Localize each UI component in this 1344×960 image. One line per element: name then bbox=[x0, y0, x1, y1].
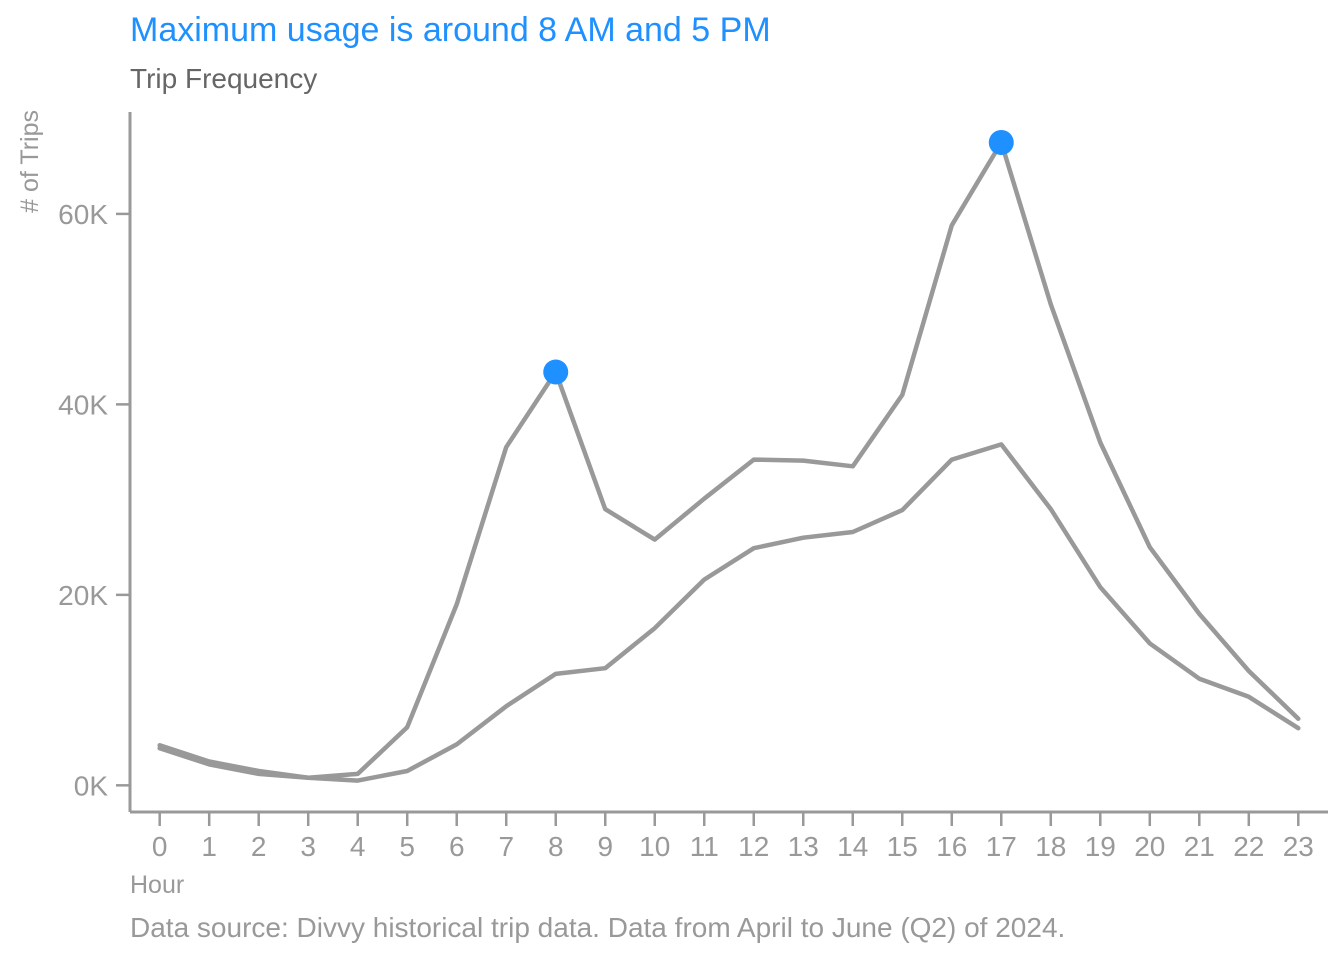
x-tick-label: 4 bbox=[350, 831, 366, 862]
x-tick-label: 2 bbox=[251, 831, 267, 862]
x-tick-label: 16 bbox=[936, 831, 967, 862]
x-tick-label: 11 bbox=[690, 831, 719, 862]
x-tick-label: 10 bbox=[639, 831, 670, 862]
x-tick-label: 15 bbox=[887, 831, 918, 862]
x-tick-label: 3 bbox=[300, 831, 316, 862]
x-tick-label: 0 bbox=[152, 831, 168, 862]
x-tick-label: 7 bbox=[498, 831, 514, 862]
x-tick-label: 23 bbox=[1283, 831, 1314, 862]
x-tick-label: 21 bbox=[1184, 831, 1215, 862]
chart-subtitle: Trip Frequency bbox=[130, 63, 317, 94]
data-source-caption: Data source: Divvy historical trip data.… bbox=[130, 912, 1065, 943]
chart-title: Maximum usage is around 8 AM and 5 PM bbox=[130, 11, 771, 49]
y-tick-label: 60K bbox=[58, 199, 108, 230]
x-tick-label: 20 bbox=[1134, 831, 1165, 862]
peak-point-hour-8 bbox=[543, 359, 569, 385]
x-axis-title: Hour bbox=[130, 871, 184, 899]
x-tick-label: 12 bbox=[738, 831, 769, 862]
x-tick-label: 9 bbox=[597, 831, 613, 862]
y-tick-label: 0K bbox=[74, 770, 109, 801]
x-tick-label: 14 bbox=[837, 831, 868, 862]
highlight-layer bbox=[543, 129, 1014, 385]
y-tick-label: 40K bbox=[58, 389, 108, 420]
series-line-2 bbox=[157, 442, 1301, 783]
series-layer bbox=[157, 140, 1301, 783]
x-tick-label: 22 bbox=[1233, 831, 1264, 862]
peak-point-hour-17 bbox=[988, 129, 1014, 155]
x-tick-label: 19 bbox=[1085, 831, 1116, 862]
x-tick-label: 6 bbox=[449, 831, 465, 862]
x-tick-label: 8 bbox=[548, 831, 564, 862]
x-tick-label: 1 bbox=[201, 831, 217, 862]
series-line-1 bbox=[157, 140, 1301, 780]
x-tick-label: 17 bbox=[986, 831, 1017, 862]
x-tick-label: 18 bbox=[1035, 831, 1066, 862]
y-axis-title: # of Trips bbox=[16, 110, 44, 213]
x-tick-label: 5 bbox=[399, 831, 415, 862]
y-tick-label: 20K bbox=[58, 580, 108, 611]
x-tick-label: 13 bbox=[788, 831, 819, 862]
